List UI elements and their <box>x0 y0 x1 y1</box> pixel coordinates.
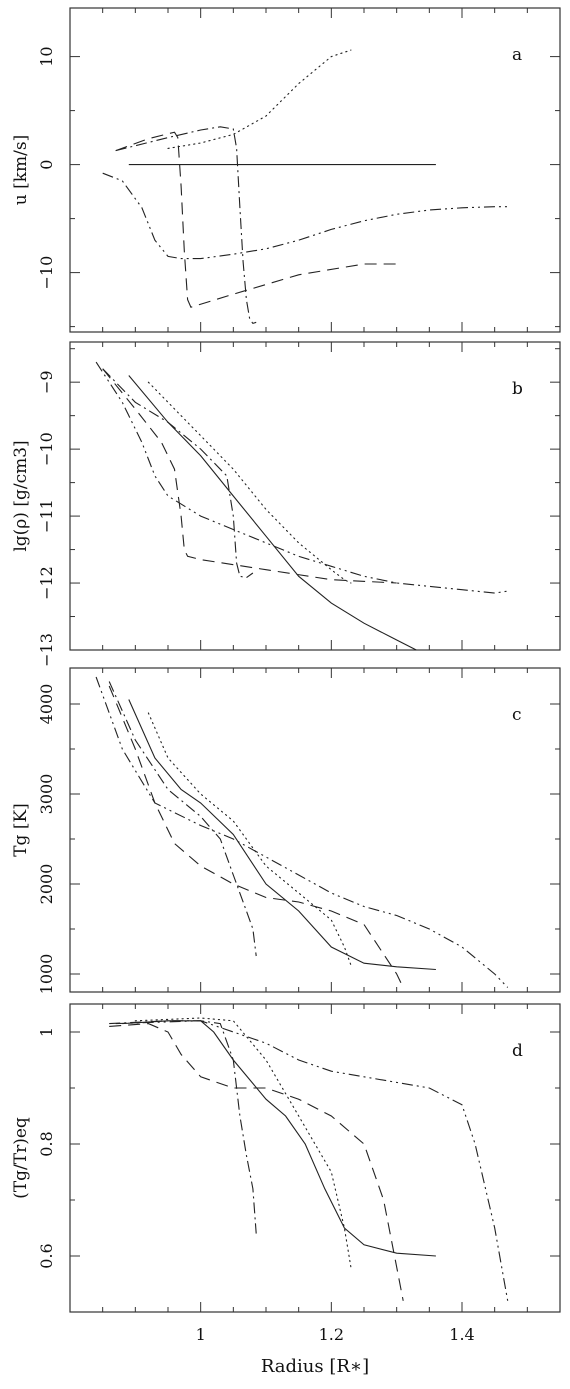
series-dash-dot-dot <box>102 172 508 260</box>
x-tick-label: 1 <box>196 1325 206 1344</box>
x-tick-label: 1.2 <box>319 1325 344 1344</box>
y-tick-label: 1 <box>37 1027 56 1037</box>
series-dotted <box>167 49 352 149</box>
y-tick-label: −12 <box>37 566 56 600</box>
series-dotted <box>147 712 352 966</box>
y-tick-label: −10 <box>37 256 56 290</box>
y-tick-label: 4000 <box>37 684 56 725</box>
panel-frame <box>69 1003 561 1313</box>
y-tick-label: 0 <box>37 160 56 170</box>
series-dash-dot-dot <box>95 676 509 988</box>
series-solid <box>122 1020 436 1257</box>
panel-frame <box>69 7 561 333</box>
panel-b: −13 −12 −11 −10 −9 lg(ρ) [g/cm3] b <box>11 341 561 667</box>
y-tick-label: 0.8 <box>37 1131 56 1156</box>
series-dash-dot-dot <box>115 1020 509 1301</box>
series-dashed <box>109 1023 404 1301</box>
y-axis-label: lg(ρ) [g/cm3] <box>11 440 31 551</box>
series-dash-dot <box>115 126 257 325</box>
y-tick-label: 10 <box>37 46 56 66</box>
series-solid <box>128 375 417 651</box>
panel-c: 1000 2000 3000 4000 Tg [K] c <box>11 667 561 995</box>
series-dotted <box>147 381 352 584</box>
y-tick-label: 3000 <box>37 774 56 815</box>
series-dashed <box>108 685 404 988</box>
panel-letter: b <box>512 379 523 399</box>
y-tick-label: −10 <box>37 432 56 466</box>
series-dash-dot <box>109 1020 257 1234</box>
y-tick-label: −9 <box>37 370 56 394</box>
y-tick-label: 0.6 <box>37 1243 56 1268</box>
x-axis-label: Radius [R∗] <box>261 1356 369 1377</box>
y-tick-label: −11 <box>37 499 56 533</box>
panel-letter: d <box>512 1041 523 1061</box>
panel-d: 0.6 0.8 1 (Tg/Tr)eq d 1 1.2 1.4 <box>11 1003 561 1344</box>
y-tick-label: −13 <box>37 633 56 667</box>
series-dashed <box>115 131 397 308</box>
y-tick-label: 1000 <box>37 954 56 995</box>
panel-frame <box>69 667 561 993</box>
series-dotted <box>134 1017 352 1268</box>
x-tick-label: 1.4 <box>449 1325 474 1344</box>
series-dash-dot <box>108 681 257 957</box>
series-dash-dot <box>102 368 254 579</box>
y-axis-label: (Tg/Tr)eq <box>11 1117 31 1199</box>
panel-a: −10 0 10 u [km/s] a <box>11 7 561 333</box>
series-dashed <box>102 368 397 584</box>
series-solid <box>128 699 436 971</box>
panel-letter: a <box>512 45 522 65</box>
panel-frame <box>69 341 561 651</box>
y-tick-label: 2000 <box>37 864 56 905</box>
y-axis-label: Tg [K] <box>11 803 31 857</box>
panel-letter: c <box>512 705 522 725</box>
series-dash-dot-dot <box>95 361 508 594</box>
y-axis-label: u [km/s] <box>11 135 31 206</box>
